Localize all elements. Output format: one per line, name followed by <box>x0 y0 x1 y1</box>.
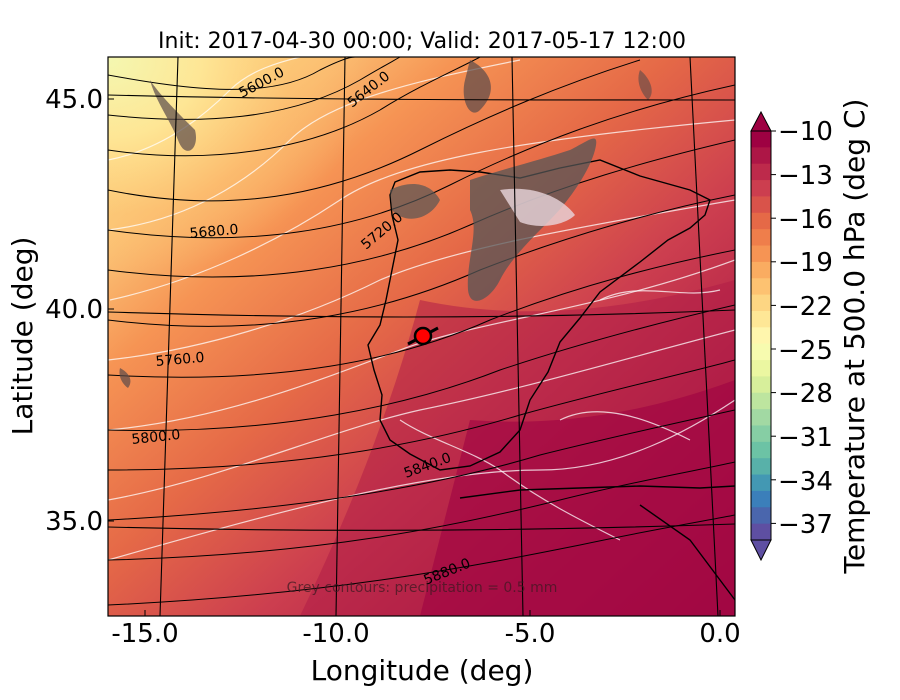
colorbar-segment <box>751 131 771 148</box>
colorbar-segment <box>751 458 771 476</box>
x-tick-marks <box>144 610 721 616</box>
colorbar-label: Temperature at 500.0 hPa (deg C) <box>838 99 871 575</box>
colorbar-tick-label: −37 <box>778 510 833 540</box>
colorbar-segment <box>751 212 771 230</box>
marker-dot <box>413 326 433 346</box>
colorbar-tick-label: −28 <box>778 379 833 409</box>
geopotential-height-contours <box>108 57 735 606</box>
colorbar-segment <box>751 474 771 492</box>
colorbar-segment <box>751 278 771 296</box>
temperature-isotherms <box>108 57 735 561</box>
colorbar-tick-label: −10 <box>778 117 833 147</box>
x-tick-label: -10.0 <box>302 619 369 649</box>
contour-label-5680: 5680.0 <box>189 222 239 242</box>
colorbar-tick-label: −22 <box>778 292 833 322</box>
location-marker <box>407 326 439 346</box>
colorbar-extend-bottom <box>750 539 772 562</box>
colorbar-segment <box>751 229 771 247</box>
x-tick-label: 0.0 <box>699 619 740 649</box>
colorbar-tick-label: −31 <box>778 423 833 453</box>
x-tick-label: -15.0 <box>111 619 178 649</box>
colorbar-tick-label: −13 <box>778 161 833 191</box>
colorbar-segment <box>751 523 771 541</box>
contour-label-5800: 5800.0 <box>131 427 181 448</box>
colorbar-tick-label: −19 <box>778 248 833 278</box>
colorbar-tick-labels: −10 −13 −16 −19 −22 −25 −28 −31 −34 −37 <box>778 117 833 540</box>
x-tick-label: -5.0 <box>505 619 556 649</box>
colorbar-frame <box>750 130 772 541</box>
colorbar-segment <box>751 441 771 459</box>
colorbar-segment <box>751 294 771 312</box>
colorbar-segment <box>751 261 771 279</box>
colorbar-extend-top <box>750 110 772 132</box>
colorbar-segment <box>751 425 771 443</box>
x-tick-labels: -15.0 -10.0 -5.0 0.0 <box>111 619 740 649</box>
y-tick-label: 35.0 <box>45 507 103 537</box>
y-axis-label: Latitude (deg) <box>6 237 39 436</box>
colorbar-segment <box>751 147 771 165</box>
colorbar-segment <box>751 507 771 525</box>
colorbar <box>750 110 776 562</box>
colorbar-tick-label: −25 <box>778 336 833 366</box>
y-tick-label: 40.0 <box>45 295 103 325</box>
precip-annotation: Grey contours: precipitation = 0.5 mm <box>287 580 558 596</box>
colorbar-segment <box>751 163 771 181</box>
y-tick-marks <box>108 98 114 522</box>
coastline <box>367 159 735 601</box>
y-tick-label: 45.0 <box>45 85 103 115</box>
colorbar-segment <box>751 245 771 263</box>
plot-frame <box>107 56 736 617</box>
colorbar-segment <box>751 376 771 394</box>
warmest-region <box>420 380 735 616</box>
x-axis-label: Longitude (deg) <box>311 654 534 687</box>
colorbar-segment <box>751 343 771 361</box>
plot-title: Init: 2017-04-30 00:00; Valid: 2017-05-1… <box>158 29 686 54</box>
colorbar-segment <box>751 490 771 508</box>
colorbar-segment <box>751 180 771 197</box>
colorbar-segment <box>751 310 771 328</box>
colorbar-tick-label: −34 <box>778 467 833 497</box>
colorbar-tick-label: −16 <box>778 205 833 235</box>
contour-label-5760: 5760.0 <box>155 350 205 370</box>
colorbar-segment <box>751 409 771 426</box>
graticule <box>108 57 735 616</box>
map-plot-area: 5600.0 5640.0 5680.0 5720.0 5760.0 5800.… <box>108 57 735 616</box>
colorbar-segment <box>751 360 771 377</box>
y-tick-labels: 45.0 40.0 35.0 <box>45 85 103 537</box>
colorbar-segment <box>751 327 771 345</box>
colorbar-segment <box>751 196 771 214</box>
colorbar-segment <box>751 392 771 410</box>
